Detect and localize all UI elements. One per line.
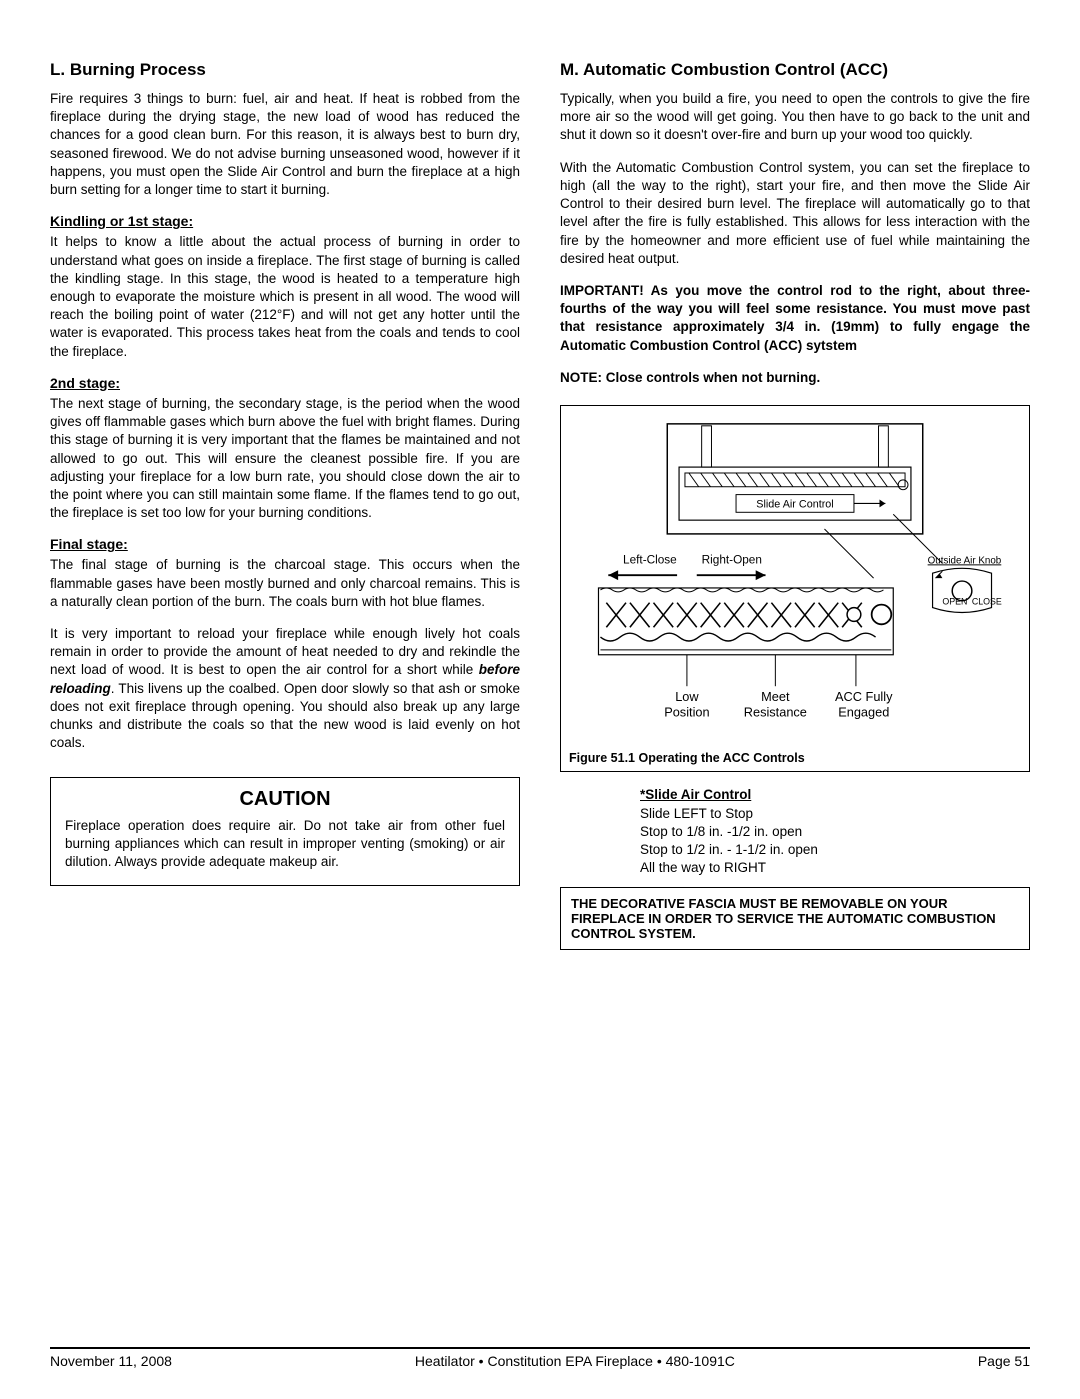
second-stage-heading: 2nd stage:: [50, 375, 520, 391]
slide-air-control-block: *Slide Air Control Slide LEFT to Stop St…: [640, 786, 1030, 877]
second-stage-body: The next stage of burning, the secondary…: [50, 395, 520, 523]
caution-body: Fireplace operation does require air. Do…: [65, 817, 505, 872]
note-close-controls: NOTE: Close controls when not burning.: [560, 369, 1030, 387]
acc-label-2: Engaged: [838, 705, 889, 720]
open-label: OPEN: [942, 597, 967, 607]
acc-p1: Typically, when you build a fire, you ne…: [560, 90, 1030, 145]
right-column: M. Automatic Combustion Control (ACC) Ty…: [560, 60, 1030, 950]
fascia-note-box: THE DECORATIVE FASCIA MUST BE REMOVABLE …: [560, 887, 1030, 950]
left-column: L. Burning Process Fire requires 3 thing…: [50, 60, 520, 950]
slide-air-control-label: Slide Air Control: [756, 498, 833, 510]
slide-line-3: Stop to 1/2 in. - 1-1/2 in. open: [640, 841, 1030, 859]
kindling-body: It helps to know a little about the actu…: [50, 233, 520, 361]
meet-label-2: Resistance: [744, 705, 807, 720]
close-label: CLOSE: [972, 597, 1002, 607]
low-label-1: Low: [675, 689, 699, 704]
page-footer: November 11, 2008 Heatilator • Constitut…: [50, 1347, 1030, 1369]
important-label: IMPORTANT!: [560, 283, 644, 298]
final-post: . This livens up the coalbed. Open door …: [50, 681, 520, 751]
two-column-layout: L. Burning Process Fire requires 3 thing…: [50, 60, 1030, 950]
low-label-2: Position: [664, 705, 709, 720]
important-block: IMPORTANT! As you move the control rod t…: [560, 282, 1030, 355]
footer-page: Page 51: [978, 1353, 1030, 1369]
footer-title: Heatilator • Constitution EPA Fireplace …: [172, 1353, 978, 1369]
slide-air-control-head: *Slide Air Control: [640, 786, 1030, 804]
page: L. Burning Process Fire requires 3 thing…: [0, 0, 1080, 1399]
final-stage-body-2: It is very important to reload your fire…: [50, 625, 520, 753]
meet-label-1: Meet: [761, 689, 790, 704]
figure-caption: Figure 51.1 Operating the ACC Controls: [569, 751, 1021, 765]
acc-p2: With the Automatic Combustion Control sy…: [560, 159, 1030, 268]
slide-line-1: Slide LEFT to Stop: [640, 805, 1030, 823]
burning-process-intro: Fire requires 3 things to burn: fuel, ai…: [50, 90, 520, 199]
slide-line-2: Stop to 1/8 in. -1/2 in. open: [640, 823, 1030, 841]
slide-line-4: All the way to RIGHT: [640, 859, 1030, 877]
caution-box: CAUTION Fireplace operation does require…: [50, 777, 520, 887]
final-stage-heading: Final stage:: [50, 536, 520, 552]
acc-label-1: ACC Fully: [835, 689, 893, 704]
figure-51-1: Slide Air Control Left-Close Right-Open: [560, 405, 1030, 772]
acc-heading: M. Automatic Combustion Control (ACC): [560, 60, 1030, 80]
acc-controls-diagram: Slide Air Control Left-Close Right-Open: [569, 416, 1021, 740]
kindling-heading: Kindling or 1st stage:: [50, 213, 520, 229]
caution-title: CAUTION: [65, 788, 505, 811]
left-close-label: Left-Close: [623, 553, 677, 566]
final-pre: It is very important to reload your fire…: [50, 626, 520, 677]
right-open-label: Right-Open: [702, 553, 762, 566]
footer-date: November 11, 2008: [50, 1353, 172, 1369]
final-stage-body-1: The final stage of burning is the charco…: [50, 556, 520, 611]
outside-air-knob-label: Outside Air Knob: [928, 555, 1002, 566]
burning-process-heading: L. Burning Process: [50, 60, 520, 80]
